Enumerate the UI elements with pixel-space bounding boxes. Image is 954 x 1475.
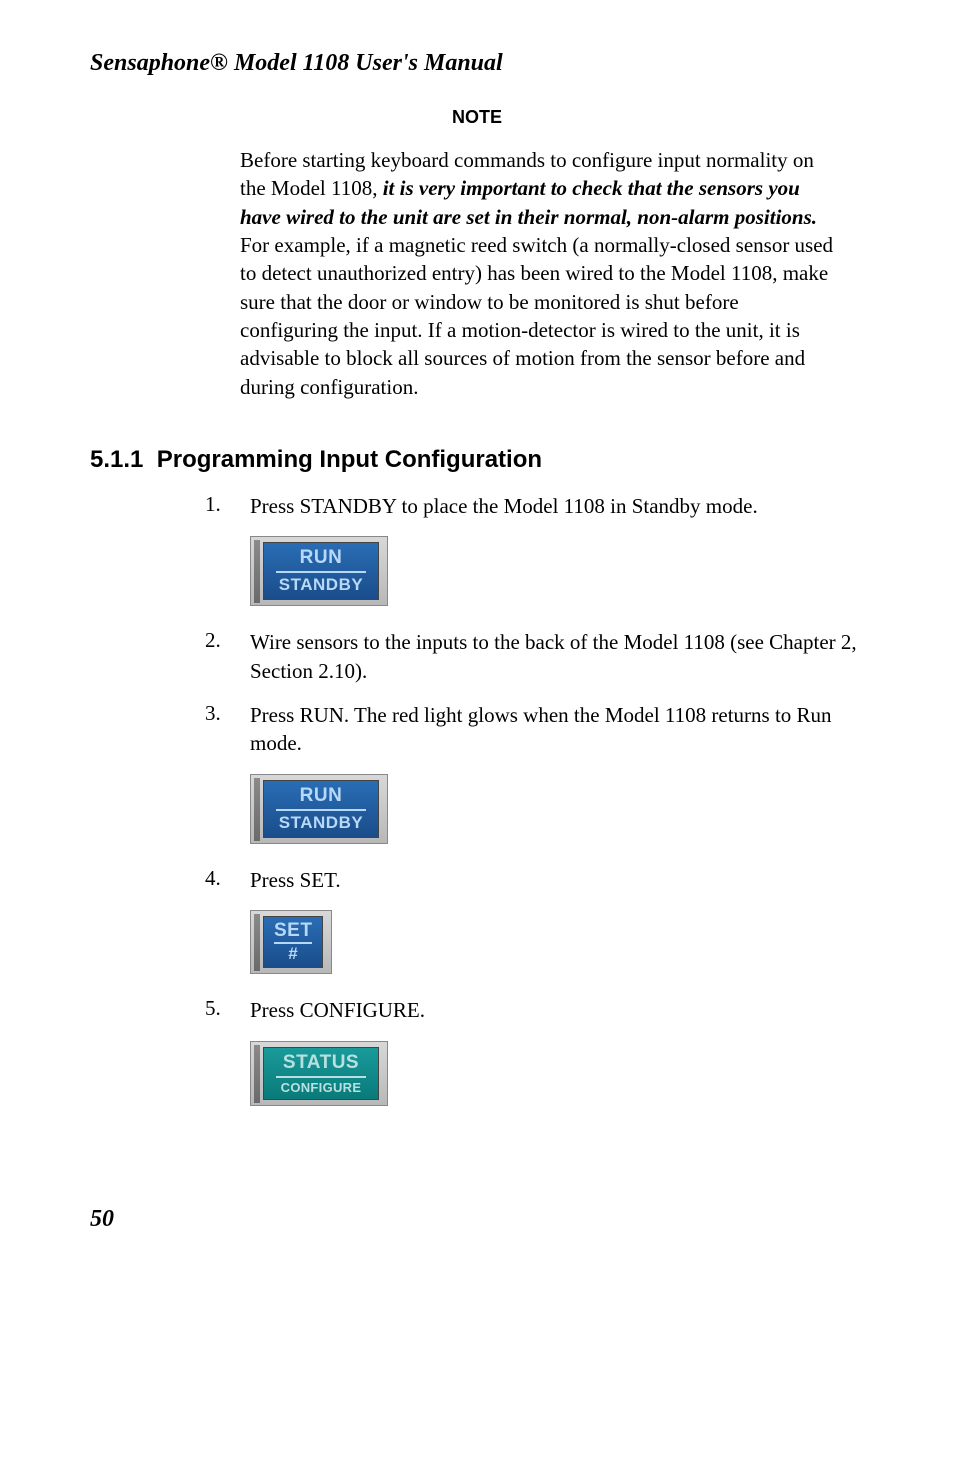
run-standby-button[interactable]: RUN STANDBY <box>250 774 388 844</box>
step-5-num: 5. <box>205 996 250 1024</box>
section-title: Programming Input Configuration <box>157 446 542 473</box>
section-number: 5.1.1 <box>90 446 143 473</box>
step-4: 4. Press SET. <box>205 866 864 894</box>
note-heading: NOTE <box>90 107 864 128</box>
step-5: 5. Press CONFIGURE. <box>205 996 864 1024</box>
page-number: 50 <box>90 1206 864 1233</box>
button-run-standby-1-container: RUN STANDBY <box>250 536 864 606</box>
button-line2: STANDBY <box>276 813 366 833</box>
button-set-container: SET # <box>250 910 864 974</box>
button-line1: RUN <box>276 547 366 573</box>
button-line1: SET <box>274 920 312 944</box>
note-block: Before starting keyboard commands to con… <box>240 146 834 401</box>
step-5-text: Press CONFIGURE. <box>250 996 864 1024</box>
button-line2: # <box>274 944 312 964</box>
step-2-num: 2. <box>205 628 250 685</box>
note-after: For example, if a magnetic reed switch (… <box>240 233 833 399</box>
section-heading: 5.1.1 Programming Input Configuration <box>90 446 864 474</box>
step-2-text: Wire sensors to the inputs to the back o… <box>250 628 864 685</box>
button-run-standby-2-container: RUN STANDBY <box>250 774 864 844</box>
step-4-text: Press SET. <box>250 866 864 894</box>
button-line1: STATUS <box>276 1052 366 1078</box>
button-line1: RUN <box>276 785 366 811</box>
step-3-num: 3. <box>205 701 250 758</box>
step-1-num: 1. <box>205 492 250 520</box>
document-title: Sensaphone® Model 1108 User's Manual <box>90 50 864 77</box>
button-status-configure-container: STATUS CONFIGURE <box>250 1041 864 1106</box>
step-4-num: 4. <box>205 866 250 894</box>
button-line2: STANDBY <box>276 575 366 595</box>
note-text: Before starting keyboard commands to con… <box>240 146 834 401</box>
step-2: 2. Wire sensors to the inputs to the bac… <box>205 628 864 685</box>
run-standby-button[interactable]: RUN STANDBY <box>250 536 388 606</box>
step-1: 1. Press STANDBY to place the Model 1108… <box>205 492 864 520</box>
status-configure-button[interactable]: STATUS CONFIGURE <box>250 1041 388 1106</box>
step-1-text: Press STANDBY to place the Model 1108 in… <box>250 492 864 520</box>
button-line2: CONFIGURE <box>276 1080 366 1095</box>
step-3: 3. Press RUN. The red light glows when t… <box>205 701 864 758</box>
set-button[interactable]: SET # <box>250 910 332 974</box>
step-3-text: Press RUN. The red light glows when the … <box>250 701 864 758</box>
